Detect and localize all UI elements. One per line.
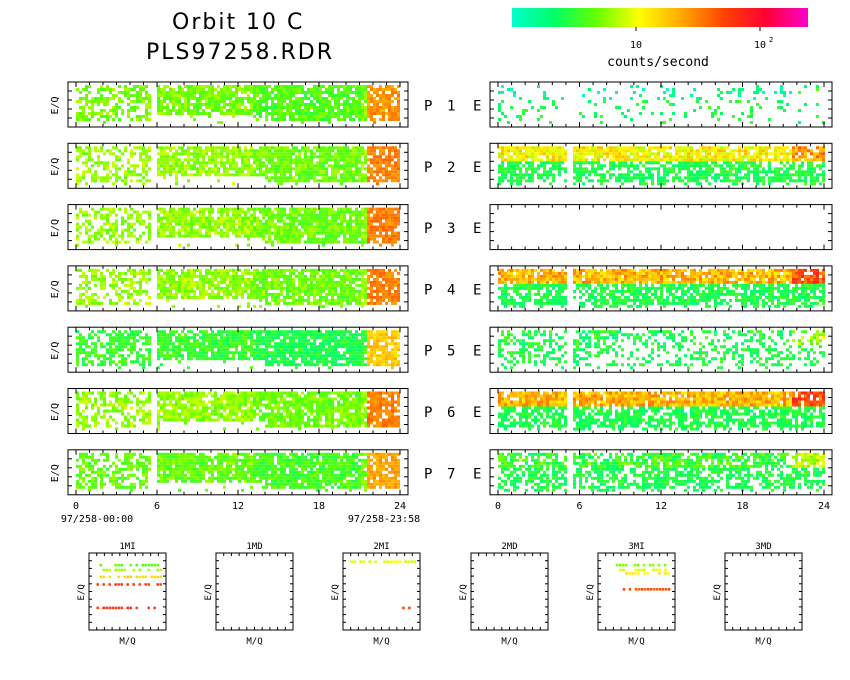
row-label-electron: E [473, 221, 481, 237]
ion-ylabel: E/Q [50, 464, 61, 482]
mq-panel [342, 552, 421, 631]
ion-spectrogram-cells [76, 391, 400, 431]
ion-spectrogram-cells [76, 330, 400, 370]
mq-panel-title: 1MD [246, 542, 262, 552]
mq-panel-title: 1MI [119, 542, 135, 552]
electron-panel [489, 204, 833, 251]
electron-x-tick-label: 12 [655, 501, 667, 512]
ion-ylabel: E/Q [50, 342, 61, 360]
ion-spectrogram-cells [76, 146, 400, 186]
ion-spectrogram-cells [76, 268, 400, 308]
mq-panel [597, 552, 676, 631]
row-label-number: 7 [447, 466, 455, 482]
ion-x-tick-label: 0 [73, 501, 79, 512]
ion-ylabel: E/Q [50, 158, 61, 176]
mq-xlabel: M/Q [755, 637, 771, 647]
electron-spectrogram-cells [498, 85, 825, 124]
ion-spectrogram-cells [76, 452, 400, 492]
ion-x-tick-label: 6 [154, 501, 160, 512]
colorbar [512, 8, 808, 27]
row-label-electron: E [473, 99, 481, 115]
mq-ylabel: E/Q [331, 584, 341, 600]
row-label-prefix: P [424, 344, 432, 360]
mq-ylabel: E/Q [459, 584, 469, 600]
mq-panel-marks [615, 563, 671, 591]
colorbar-label: counts/second [607, 55, 709, 70]
electron-x-tick-label: 6 [576, 501, 582, 512]
electron-x-tick-label: 18 [736, 501, 748, 512]
time-start-label: 97/258-00:00 [61, 514, 133, 525]
electron-spectrogram-cells [498, 146, 825, 186]
mq-ylabel: E/Q [713, 584, 723, 600]
electron-spectrogram-cells [498, 391, 825, 431]
electron-x-tick-label: 0 [495, 501, 501, 512]
mq-panel [724, 552, 803, 631]
plot-subtitle: PLS97258.RDR [146, 40, 334, 65]
row-label-prefix: P [424, 282, 432, 298]
ion-x-tick-label: 24 [394, 501, 406, 512]
row-label-number: 2 [447, 160, 455, 176]
row-label-number: 4 [447, 282, 455, 298]
mq-panel [470, 552, 549, 631]
row-label-electron: E [473, 344, 481, 360]
colorbar-tick-label: 10 [754, 40, 766, 51]
row-label-prefix: P [424, 466, 432, 482]
row-label-electron: E [473, 405, 481, 421]
mq-panel [215, 552, 294, 631]
mq-xlabel: M/Q [119, 637, 135, 647]
electron-x-tick-label: 24 [818, 501, 830, 512]
mq-ylabel: E/Q [204, 584, 214, 600]
mq-ylabel: E/Q [586, 584, 596, 600]
mq-panel-marks [96, 563, 162, 610]
ion-x-tick-label: 18 [313, 501, 325, 512]
colorbar-tick-exponent: 2 [769, 36, 773, 44]
mq-panel-title: 3MI [628, 542, 644, 552]
mq-xlabel: M/Q [501, 637, 517, 647]
row-label-number: 1 [447, 99, 455, 115]
ion-ylabel: E/Q [50, 219, 61, 237]
ion-ylabel: E/Q [50, 96, 61, 114]
row-label-prefix: P [424, 405, 432, 421]
electron-spectrogram-cells [498, 268, 825, 308]
plot-title: Orbit 10 C [172, 10, 305, 35]
ion-ylabel: E/Q [50, 403, 61, 421]
row-label-electron: E [473, 160, 481, 176]
mq-panel-title: 3MD [755, 542, 771, 552]
mq-panel-title: 2MD [501, 542, 517, 552]
row-label-number: 5 [447, 344, 455, 360]
ion-ylabel: E/Q [50, 280, 61, 298]
row-label-number: 6 [447, 405, 455, 421]
mq-xlabel: M/Q [373, 637, 389, 647]
row-label-prefix: P [424, 99, 432, 115]
mq-xlabel: M/Q [246, 637, 262, 647]
row-label-electron: E [473, 282, 481, 298]
row-label-electron: E [473, 466, 481, 482]
row-label-prefix: P [424, 160, 432, 176]
ion-spectrogram-cells [76, 207, 400, 247]
electron-spectrogram-cells [498, 452, 825, 492]
mq-panel-title: 2MI [373, 542, 389, 552]
mq-panel-marks [350, 560, 416, 610]
colorbar-tick-label: 10 [630, 40, 642, 51]
row-label-number: 3 [447, 221, 455, 237]
mq-ylabel: E/Q [77, 584, 87, 600]
mq-xlabel: M/Q [628, 637, 644, 647]
electron-spectrogram-cells [498, 330, 825, 370]
ion-spectrogram-cells [76, 85, 400, 124]
time-end-label: 97/258-23:58 [348, 514, 420, 525]
ion-x-tick-label: 12 [232, 501, 244, 512]
row-label-prefix: P [424, 221, 432, 237]
